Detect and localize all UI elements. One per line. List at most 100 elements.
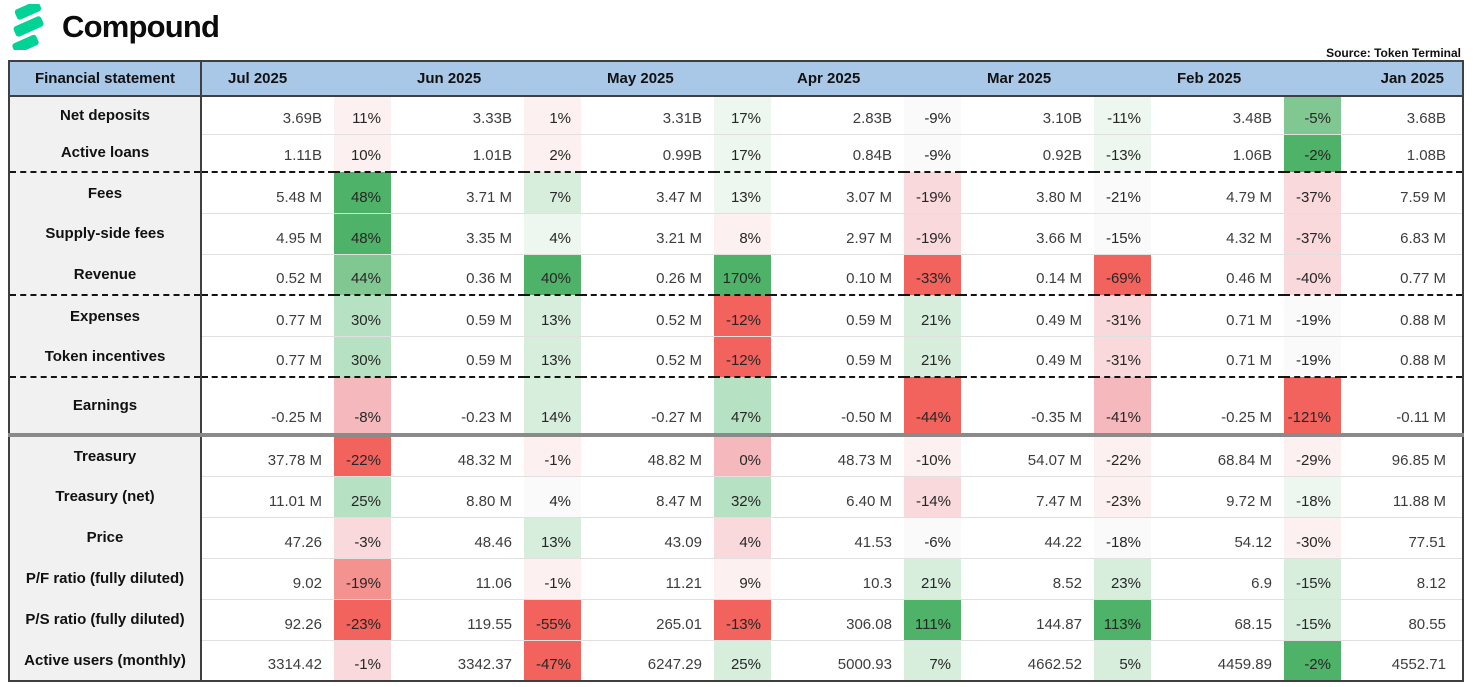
value-cell: 0.36 M [391, 254, 524, 296]
percent-change-cell: -1% [334, 640, 391, 681]
value-cell: 0.77 M [201, 295, 334, 337]
percent-change-cell: 9% [714, 558, 771, 600]
percent-change-cell: 8% [714, 213, 771, 255]
percent-change-cell: 48% [334, 213, 391, 255]
value-cell: 43.09 [581, 517, 714, 559]
value-cell: 3314.42 [267, 656, 322, 673]
percent-change-cell: 32% [714, 476, 771, 518]
percent-change-cell: -13% [1094, 134, 1151, 173]
value-cell: 47.26 [201, 517, 334, 559]
value-cell: 0.84B [771, 134, 904, 173]
percent-change-cell: -9% [904, 96, 961, 135]
value-cell: 8.80 M [391, 476, 524, 518]
jan-value-cell: 4552.71 [1391, 656, 1446, 673]
table-row: P/F ratio (fully diluted) 9.02 -19% 11.06 -1… [9, 558, 1463, 600]
percent-change-cell: 10% [334, 134, 391, 173]
value-cell: 9.02 [201, 558, 334, 600]
value-cell: 3.47 M [581, 172, 714, 214]
percent-change-cell: -1% [524, 558, 581, 600]
percent-change-cell: -37% [1284, 213, 1341, 255]
percent-change-cell: 47% [714, 377, 771, 437]
financial-statement-table: Financial statement Jul 2025 Jun 2025 Ma… [8, 60, 1464, 682]
value-cell: 0.49 M [961, 295, 1094, 337]
jan-value-cell: 8.12 [1341, 558, 1463, 600]
percent-change-cell: -10% [904, 435, 961, 477]
value-cell: 8.52 [961, 558, 1094, 600]
header-month-feb: Feb 2025 [1151, 61, 1341, 97]
value-cell: 6.40 M [771, 476, 904, 518]
percent-change-cell: -19% [334, 558, 391, 600]
value-cell: 0.77 M [201, 336, 334, 378]
percent-change-cell: 4% [524, 476, 581, 518]
value-cell: 92.26 [201, 599, 334, 641]
top-bar: Compound Source: Token Terminal [0, 0, 1473, 60]
value-cell: 5.48 M [201, 172, 334, 214]
percent-change-cell: 111% [904, 599, 961, 641]
percent-change-cell: 44% [334, 254, 391, 296]
value-cell: 3.10B [961, 96, 1094, 135]
percent-change-cell: 13% [524, 336, 581, 378]
percent-change-cell: 25% [714, 640, 771, 681]
value-cell: 3.80 M [961, 172, 1094, 214]
source-note: Source: Token Terminal [1326, 46, 1461, 60]
percent-change-cell: -19% [904, 172, 961, 214]
percent-change-cell: 13% [524, 295, 581, 337]
value-cell: 11.01 M [201, 476, 334, 518]
header-month-jul: Jul 2025 [201, 61, 391, 97]
value-cell: 6.9 [1151, 558, 1284, 600]
value-cell: 0.59 M [771, 295, 904, 337]
value-cell: 0.10 M [771, 254, 904, 296]
value-cell: 0.59 M [771, 336, 904, 378]
value-cell: 10.3 [771, 558, 904, 600]
value-cell: 0.52 M [201, 254, 334, 296]
percent-change-cell: 17% [714, 96, 771, 135]
value-cell: 3.33B [391, 96, 524, 135]
value-cell: 3.71 M [391, 172, 524, 214]
value-cell: 2.83B [771, 96, 904, 135]
jan-value-cell: 0.88 M [1341, 295, 1463, 337]
percent-change-cell: -29% [1284, 435, 1341, 477]
value-cell: 3.35 M [391, 213, 524, 255]
value-cell: 3.07 M [771, 172, 904, 214]
percent-change-cell: 4% [714, 517, 771, 559]
value-cell: 44.22 [961, 517, 1094, 559]
value-cell: 0.59 M [391, 336, 524, 378]
percent-change-cell: 113% [1094, 599, 1151, 641]
table-row: Token incentives 0.77 M 30% 0.59 M 13% 0.52 M… [9, 336, 1463, 378]
value-cell: 0.14 M [961, 254, 1094, 296]
jan-value-cell: 11.88 M [1341, 476, 1463, 518]
jan-value-cell: 6.83 M [1341, 213, 1463, 255]
percent-change-cell: -3% [334, 517, 391, 559]
percent-change-cell: 11% [334, 96, 391, 135]
percent-change-cell: 21% [904, 295, 961, 337]
value-cell: 68.15 [1151, 599, 1284, 641]
percent-change-cell: -1% [524, 435, 581, 477]
value-cell: 1.01B [391, 134, 524, 173]
percent-change-cell: 170% [714, 254, 771, 296]
value-cell: 0.26 M [581, 254, 714, 296]
jan-value-cell: 77.51 [1341, 517, 1463, 559]
header-financial-statement: Financial statement [9, 61, 202, 97]
row-label: P/S ratio (fully diluted) [9, 599, 202, 640]
percent-change-cell: 17% [714, 134, 771, 173]
percent-change-cell: -15% [1094, 213, 1151, 255]
percent-change-cell: -41% [1094, 377, 1151, 437]
value-cell: 1.11B [201, 134, 334, 173]
value-cell: 0.71 M [1151, 336, 1284, 378]
percent-change-cell: -47% [524, 640, 581, 681]
percent-change-cell: 2% [524, 134, 581, 173]
percent-change-cell: -18% [1094, 517, 1151, 559]
table-row: Price 47.26 -3% 48.46 13% 43.09 4% 41.53 -6% 44.2… [9, 517, 1463, 559]
percent-change-cell: -37% [1284, 172, 1341, 214]
table-header-row: Financial statement Jul 2025 Jun 2025 Ma… [9, 61, 1463, 97]
value-cell: 0.46 M [1151, 254, 1284, 296]
jan-value-cell: 1.08B [1341, 134, 1463, 173]
header-month-mar: Mar 2025 [961, 61, 1151, 97]
table-row: Net deposits 3.69B 11% 3.33B 1% 3.31B 17% 2.83B… [9, 96, 1463, 135]
value-cell: 0.52 M [581, 295, 714, 337]
value-cell: 11.21 [581, 558, 714, 600]
jan-value-cell: 7.59 M [1341, 172, 1463, 214]
percent-change-cell: 7% [524, 172, 581, 214]
percent-change-cell: -6% [904, 517, 961, 559]
value-cell: 48.46 [391, 517, 524, 559]
